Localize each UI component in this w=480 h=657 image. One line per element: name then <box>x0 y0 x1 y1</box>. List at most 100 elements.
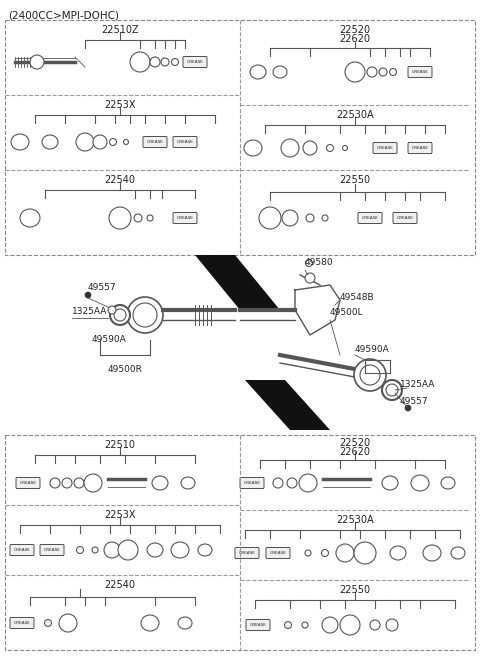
Circle shape <box>127 297 163 333</box>
Circle shape <box>74 478 84 488</box>
Ellipse shape <box>441 477 455 489</box>
Text: GREASE: GREASE <box>250 623 266 627</box>
Circle shape <box>379 68 387 76</box>
Circle shape <box>306 214 314 222</box>
Text: GREASE: GREASE <box>177 140 193 144</box>
Circle shape <box>382 380 402 400</box>
Ellipse shape <box>152 476 168 490</box>
FancyBboxPatch shape <box>358 212 382 223</box>
Circle shape <box>133 303 157 327</box>
Circle shape <box>84 474 102 492</box>
Ellipse shape <box>147 543 163 557</box>
Ellipse shape <box>451 547 465 559</box>
Circle shape <box>108 306 116 314</box>
Circle shape <box>76 133 94 151</box>
Circle shape <box>85 292 91 298</box>
Circle shape <box>59 614 77 632</box>
Circle shape <box>171 58 179 66</box>
Text: 49557: 49557 <box>88 283 117 292</box>
Circle shape <box>92 547 98 553</box>
FancyBboxPatch shape <box>373 143 397 154</box>
Circle shape <box>62 478 72 488</box>
Circle shape <box>322 617 338 633</box>
Circle shape <box>50 478 60 488</box>
Polygon shape <box>245 380 330 430</box>
FancyBboxPatch shape <box>246 620 270 631</box>
Text: 22550: 22550 <box>339 175 371 185</box>
Circle shape <box>114 309 126 321</box>
FancyBboxPatch shape <box>40 545 64 556</box>
Text: GREASE: GREASE <box>177 216 193 220</box>
Text: 1325AA: 1325AA <box>72 307 108 316</box>
Text: GREASE: GREASE <box>377 146 394 150</box>
FancyBboxPatch shape <box>173 137 197 148</box>
Circle shape <box>259 207 281 229</box>
Text: GREASE: GREASE <box>44 548 60 552</box>
Circle shape <box>405 405 411 411</box>
FancyBboxPatch shape <box>183 57 207 68</box>
Ellipse shape <box>390 546 406 560</box>
FancyBboxPatch shape <box>408 143 432 154</box>
Text: GREASE: GREASE <box>20 481 36 485</box>
Circle shape <box>370 620 380 630</box>
Ellipse shape <box>20 209 40 227</box>
Text: 49548B: 49548B <box>340 293 374 302</box>
Text: 49590A: 49590A <box>92 335 127 344</box>
Circle shape <box>130 52 150 72</box>
Ellipse shape <box>171 542 189 558</box>
Circle shape <box>343 145 348 150</box>
Circle shape <box>109 207 131 229</box>
Circle shape <box>389 68 396 76</box>
Text: GREASE: GREASE <box>243 481 261 485</box>
Text: GREASE: GREASE <box>270 551 287 555</box>
Text: GREASE: GREASE <box>146 140 163 144</box>
Ellipse shape <box>411 475 429 491</box>
Text: GREASE: GREASE <box>411 146 429 150</box>
Text: 22540: 22540 <box>105 175 135 185</box>
Text: 22520: 22520 <box>339 25 371 35</box>
Ellipse shape <box>244 140 262 156</box>
Circle shape <box>118 540 138 560</box>
Circle shape <box>110 305 130 325</box>
Circle shape <box>282 210 298 226</box>
Text: 22510: 22510 <box>105 440 135 450</box>
Circle shape <box>109 139 117 145</box>
Ellipse shape <box>141 615 159 631</box>
Circle shape <box>285 622 291 629</box>
Text: 22510Z: 22510Z <box>101 25 139 35</box>
FancyBboxPatch shape <box>408 66 432 78</box>
Circle shape <box>367 67 377 77</box>
Ellipse shape <box>382 476 398 490</box>
Circle shape <box>360 365 380 385</box>
Circle shape <box>299 474 317 492</box>
Circle shape <box>287 478 297 488</box>
Text: 2253X: 2253X <box>104 100 136 110</box>
Circle shape <box>134 214 142 222</box>
Text: GREASE: GREASE <box>411 70 429 74</box>
Text: GREASE: GREASE <box>13 548 30 552</box>
Circle shape <box>303 141 317 155</box>
FancyBboxPatch shape <box>10 545 34 556</box>
Circle shape <box>76 547 84 553</box>
Text: 22530A: 22530A <box>336 515 374 525</box>
Circle shape <box>45 620 51 627</box>
FancyBboxPatch shape <box>240 478 264 489</box>
FancyBboxPatch shape <box>143 137 167 148</box>
Circle shape <box>302 622 308 628</box>
Circle shape <box>354 542 376 564</box>
FancyBboxPatch shape <box>10 618 34 629</box>
Circle shape <box>30 55 44 69</box>
Ellipse shape <box>178 617 192 629</box>
Ellipse shape <box>11 134 29 150</box>
Circle shape <box>147 215 153 221</box>
Polygon shape <box>195 255 280 310</box>
Circle shape <box>336 544 354 562</box>
Ellipse shape <box>250 65 266 79</box>
Text: GREASE: GREASE <box>396 216 413 220</box>
Ellipse shape <box>198 544 212 556</box>
FancyBboxPatch shape <box>173 212 197 223</box>
Circle shape <box>273 478 283 488</box>
Text: 22550: 22550 <box>339 585 371 595</box>
Circle shape <box>305 550 311 556</box>
Ellipse shape <box>181 477 195 489</box>
